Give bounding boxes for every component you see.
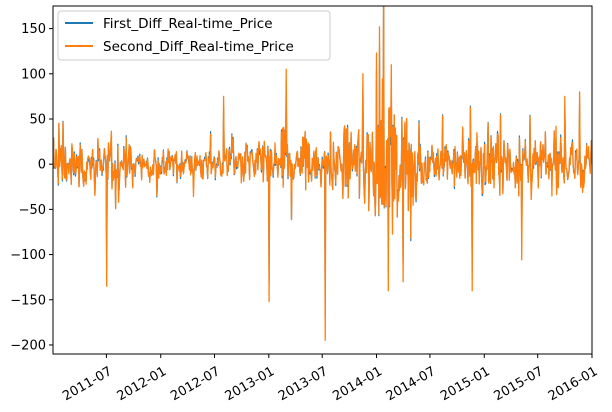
plot-area — [53, 6, 592, 342]
series-line-second-diff — [53, 6, 592, 342]
legend-entry-first-diff: First_Diff_Real-time_Price — [103, 16, 273, 32]
y-tick-label: 150 — [21, 22, 46, 37]
legend-box — [57, 10, 331, 61]
y-tick-label: −50 — [19, 203, 46, 218]
y-tick-label: 50 — [29, 112, 46, 127]
y-tick-label: −200 — [10, 338, 46, 353]
y-tick-label: −100 — [10, 248, 46, 263]
y-tick-label: 100 — [21, 67, 46, 82]
series-layer — [53, 6, 592, 342]
y-tick-label: −150 — [10, 293, 46, 308]
legend: First_Diff_Real-time_Price Second_Diff_Re… — [57, 10, 331, 61]
y-tick-label: 0 — [38, 158, 46, 173]
legend-entry-second-diff: Second_Diff_Real-time_Price — [103, 39, 294, 55]
